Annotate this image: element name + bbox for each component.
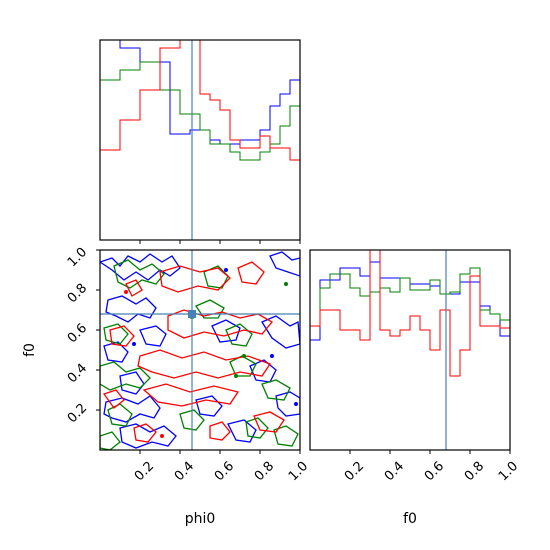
contour-area bbox=[100, 251, 300, 450]
contour-line bbox=[225, 323, 253, 347]
contour-frame bbox=[99, 249, 301, 451]
xlabel-phi0: phi0 bbox=[185, 511, 216, 527]
hist-phi0-frame bbox=[99, 39, 301, 241]
contour-line bbox=[167, 309, 273, 339]
panel-hist-phi0 bbox=[99, 39, 301, 244]
contour-line bbox=[261, 379, 291, 401]
density-dot bbox=[224, 268, 228, 272]
contour-series-red bbox=[102, 261, 285, 443]
contour-line bbox=[261, 315, 300, 349]
contour-line bbox=[102, 389, 125, 409]
contour-line bbox=[133, 423, 157, 443]
contour-line bbox=[195, 395, 223, 417]
hist-series-green bbox=[99, 61, 301, 240]
density-dot bbox=[124, 290, 128, 294]
truth-marker bbox=[188, 310, 196, 318]
contour-line bbox=[227, 419, 257, 443]
contour-line bbox=[209, 421, 231, 441]
contour-line bbox=[139, 325, 167, 347]
contour-line bbox=[137, 349, 271, 379]
density-dot bbox=[270, 354, 274, 358]
contour-line bbox=[119, 371, 145, 395]
contour-line bbox=[103, 323, 129, 345]
hist-phi0-xticks bbox=[139, 240, 301, 244]
contour-line bbox=[119, 423, 177, 449]
contour-line bbox=[125, 279, 143, 297]
density-dot bbox=[132, 342, 136, 346]
contour-line bbox=[269, 251, 300, 277]
contour-line bbox=[100, 431, 121, 450]
contour-line bbox=[273, 425, 299, 447]
contour-line bbox=[203, 265, 229, 289]
hist-f0-series bbox=[309, 249, 511, 450]
density-dot bbox=[234, 374, 238, 378]
contour-line bbox=[109, 325, 135, 347]
xlabel-f0: f0 bbox=[403, 511, 417, 527]
contour-line bbox=[275, 391, 300, 417]
ylabel-f0: f0 bbox=[22, 343, 38, 357]
contour-line bbox=[100, 361, 151, 391]
contour-line bbox=[142, 383, 240, 407]
contour-line bbox=[253, 411, 285, 433]
density-dot bbox=[284, 282, 288, 286]
contour-line bbox=[211, 319, 241, 343]
density-dot bbox=[294, 402, 298, 406]
contour-line bbox=[100, 253, 181, 281]
hist-series-red bbox=[309, 249, 511, 450]
hist-f0-frame bbox=[309, 249, 511, 451]
contour-line bbox=[113, 259, 165, 289]
hist-series-red bbox=[99, 39, 301, 240]
contour-line bbox=[237, 261, 265, 285]
density-dot bbox=[242, 354, 246, 358]
contour-line bbox=[245, 417, 269, 439]
density-dot bbox=[160, 434, 164, 438]
hist-phi0-series bbox=[99, 39, 301, 240]
contour-line bbox=[159, 265, 231, 293]
contour-line bbox=[105, 295, 157, 323]
